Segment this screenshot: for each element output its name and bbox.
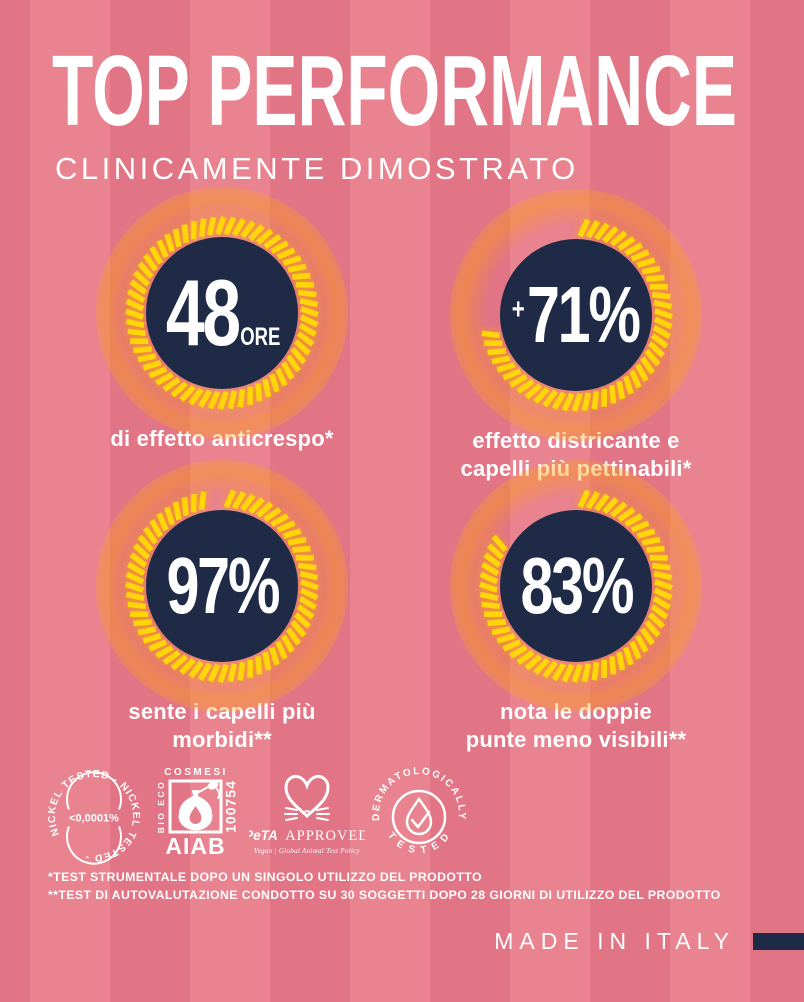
- gauge-disc: [500, 239, 652, 391]
- stat-caption: effetto districante e capelli più pettin…: [461, 427, 692, 483]
- stat-card-anticrespo: 48 ORE di effetto anticrespo*: [72, 187, 372, 453]
- stat-prefix: +: [511, 293, 525, 326]
- stat-unit: ORE: [240, 323, 281, 351]
- footnote-2: **TEST DI AUTOVALUTAZIONE CONDOTTO SU 30…: [48, 888, 721, 902]
- aiab-cosmesi-badge-icon: COSMESI BIO ECO 100754 AIAB: [156, 767, 239, 859]
- stat-value: 48 ORE: [141, 203, 304, 423]
- made-in-italy: MADE IN ITALY: [494, 928, 804, 955]
- navy-bar: [753, 933, 804, 950]
- aiab-top-text: COSMESI: [164, 767, 228, 778]
- svg-text:DERMATOLOGICALLY: DERMATOLOGICALLY: [371, 766, 467, 821]
- gauge: + 71%: [450, 189, 702, 441]
- gauge: 83%: [450, 460, 702, 712]
- droplet-check-icon: [391, 789, 447, 845]
- gauge-disc: [146, 237, 298, 389]
- stat-value: 83%: [495, 476, 658, 696]
- stat-main: 83%: [520, 541, 634, 630]
- nickel-tested-badge-icon: NICKEL TESTED - NICKEL TESTED - <0,0001%: [44, 766, 144, 866]
- aiab-number-text: 100754: [223, 780, 239, 833]
- gauge-disc: [146, 510, 298, 662]
- stat-value: 97%: [141, 476, 304, 696]
- made-in-italy-label: MADE IN ITALY: [494, 928, 735, 954]
- aiab-bioeco-text: BIO ECO: [156, 780, 166, 833]
- gauge-ring-icon: [479, 489, 673, 683]
- nickel-threshold-text: <0,0001%: [69, 813, 119, 825]
- stat-caption: di effetto anticrespo*: [110, 425, 333, 453]
- stat-card-morbidezza: 97% sente i capelli più morbidi**: [72, 460, 372, 754]
- gauge-disc: [500, 510, 652, 662]
- stat-caption: nota le doppie punte meno visibili**: [465, 699, 687, 752]
- stat-card-doppie-punte: 83% nota le doppie punte meno visibili**: [426, 460, 726, 754]
- page-title: TOP PERFORMANCE: [52, 35, 737, 140]
- gauge: 97%: [96, 460, 348, 712]
- aiab-name-text: AIAB: [165, 833, 225, 859]
- page-subtitle: CLINICAMENTE DIMOSTRATO: [55, 151, 579, 186]
- peta-approved-text: APPROVED: [285, 828, 365, 844]
- stat-main: 97%: [166, 541, 280, 630]
- stat-value: + 71%: [495, 205, 658, 425]
- gauge: 48 ORE: [96, 187, 348, 439]
- stat-main: 48: [165, 260, 241, 365]
- page-title-text: TOP PERFORMANCE: [52, 35, 737, 140]
- peta-brand-text: PeTA: [249, 828, 278, 843]
- stat-caption: sente i capelli più morbidi**: [128, 699, 316, 752]
- footnotes: *TEST STRUMENTALE DOPO UN SINGOLO UTILIZ…: [48, 870, 721, 906]
- peta-wordmark: PeTA APPROVED: [249, 827, 365, 844]
- peta-bunny-icon: [284, 775, 330, 821]
- stat-card-districante: + 71% effetto districante e capelli più …: [426, 189, 726, 483]
- gauge-ring-icon: [125, 489, 319, 683]
- peta-approved-badge-icon: PeTA APPROVED Vegan | Global Animal Test…: [249, 775, 365, 855]
- peta-tagline-text: Vegan | Global Animal Test Policy: [254, 847, 361, 855]
- perfume-bottle-icon: [178, 781, 221, 831]
- dermatologically-tested-badge-icon: DERMATOLOGICALLY - T E S T E D -: [366, 761, 467, 856]
- derm-ring-top-text: DERMATOLOGICALLY: [371, 766, 465, 821]
- stat-main: 71%: [526, 270, 641, 359]
- footnote-1: *TEST STRUMENTALE DOPO UN SINGOLO UTILIZ…: [48, 870, 482, 884]
- gauge-ring-icon: [125, 216, 319, 410]
- gauge-ring-icon: [481, 218, 673, 412]
